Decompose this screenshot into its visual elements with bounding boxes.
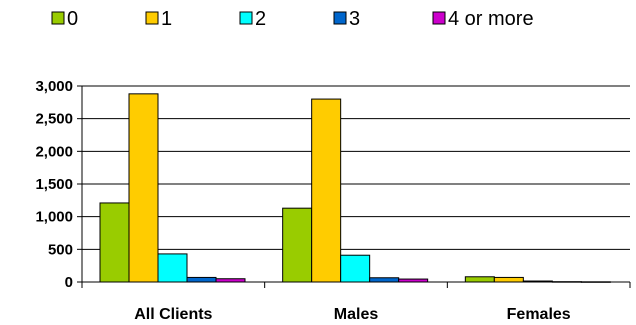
bar-0-0	[99, 202, 130, 283]
y-tick-label: 2,500	[35, 111, 73, 128]
legend-swatch-4	[432, 11, 446, 25]
y-tick-label: 500	[48, 241, 73, 258]
y-tick-label: 1,500	[35, 176, 73, 193]
x-category-label: Males	[334, 306, 379, 323]
legend-swatch-2	[239, 11, 253, 25]
bar-0-1	[128, 93, 159, 283]
x-category-label: All Clients	[134, 306, 212, 323]
x-category-labels: All Clients Males Females	[134, 306, 571, 323]
bar-0-2	[157, 253, 188, 283]
bar-1-1	[311, 98, 342, 283]
legend-swatch-3	[333, 11, 347, 25]
x-category-label: Females	[507, 306, 571, 323]
bar-1-2	[340, 254, 371, 283]
legend-label-2: 2	[255, 8, 266, 30]
bar-1-3	[369, 277, 400, 283]
legend-label-4: 4 or more	[448, 8, 534, 30]
legend-swatch-0	[51, 11, 65, 25]
bars	[99, 93, 611, 283]
legend-label-3: 3	[349, 8, 360, 30]
bar-2-0	[464, 276, 495, 283]
y-tick-label: 2,000	[35, 143, 73, 160]
y-tick-label: 3,000	[35, 78, 73, 95]
y-tick-label: 0	[65, 274, 73, 291]
legend-label-0: 0	[67, 8, 78, 30]
bar-0-3	[186, 276, 217, 283]
y-tick-label: 1,000	[35, 209, 73, 226]
gridlines	[82, 85, 630, 250]
legend: 0 1 2 3 4 or more	[51, 8, 534, 30]
bar-2-1	[493, 276, 524, 283]
y-tick-labels: 0 500 1,000 1,500 2,000 2,500 3,000	[35, 78, 82, 291]
legend-swatch-1	[145, 11, 159, 25]
bar-1-0	[282, 207, 313, 283]
legend-label-1: 1	[161, 8, 172, 30]
